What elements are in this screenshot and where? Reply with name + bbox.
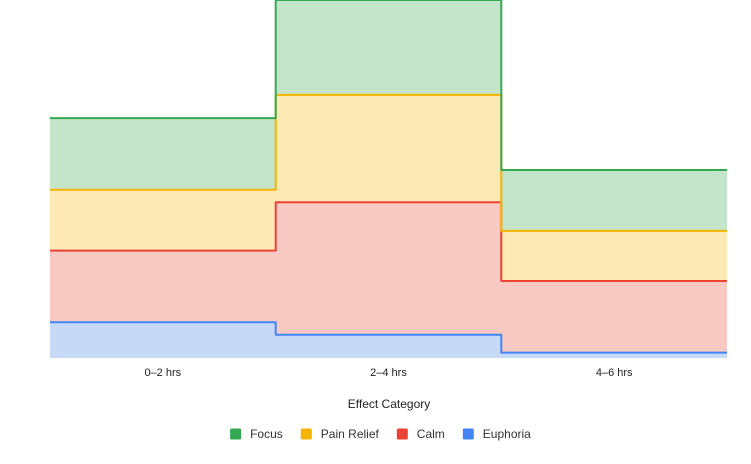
legend-label-calm: Calm <box>417 427 445 441</box>
legend-item-pain-relief[interactable]: Pain Relief <box>300 427 380 441</box>
legend-item-focus[interactable]: Focus <box>230 427 283 441</box>
legend-item-calm[interactable]: Calm <box>396 427 445 441</box>
line-euphoria <box>50 321 727 354</box>
legend-label-euphoria: Euphoria <box>483 427 531 441</box>
line-pain-relief <box>50 93 727 232</box>
legend-swatch-focus <box>230 428 242 440</box>
area-calm <box>50 202 727 353</box>
legend: Focus Pain Relief Calm Euphoria <box>230 427 531 441</box>
area-euphoria <box>50 322 727 358</box>
legend-swatch-calm <box>396 428 408 440</box>
legend-label-pain-relief: Pain Relief <box>321 427 380 441</box>
line-focus <box>50 0 727 171</box>
legend-label-focus: Focus <box>250 427 283 441</box>
x-axis-ticks: 0–2 hrs 2–4 hrs 4–6 hrs <box>144 367 633 379</box>
x-tick-label: 4–6 hrs <box>596 367 633 379</box>
legend-swatch-euphoria <box>462 428 474 440</box>
x-axis-title: Effect Category <box>348 397 431 411</box>
series-lines <box>50 0 727 354</box>
line-calm <box>50 201 727 282</box>
series-areas <box>50 0 727 358</box>
area-focus <box>50 0 727 231</box>
x-tick-label: 0–2 hrs <box>144 367 181 379</box>
legend-swatch-pain-relief <box>300 428 312 440</box>
legend-item-euphoria[interactable]: Euphoria <box>462 427 531 441</box>
area-pain-relief <box>50 94 727 282</box>
x-tick-label: 2–4 hrs <box>370 367 407 379</box>
